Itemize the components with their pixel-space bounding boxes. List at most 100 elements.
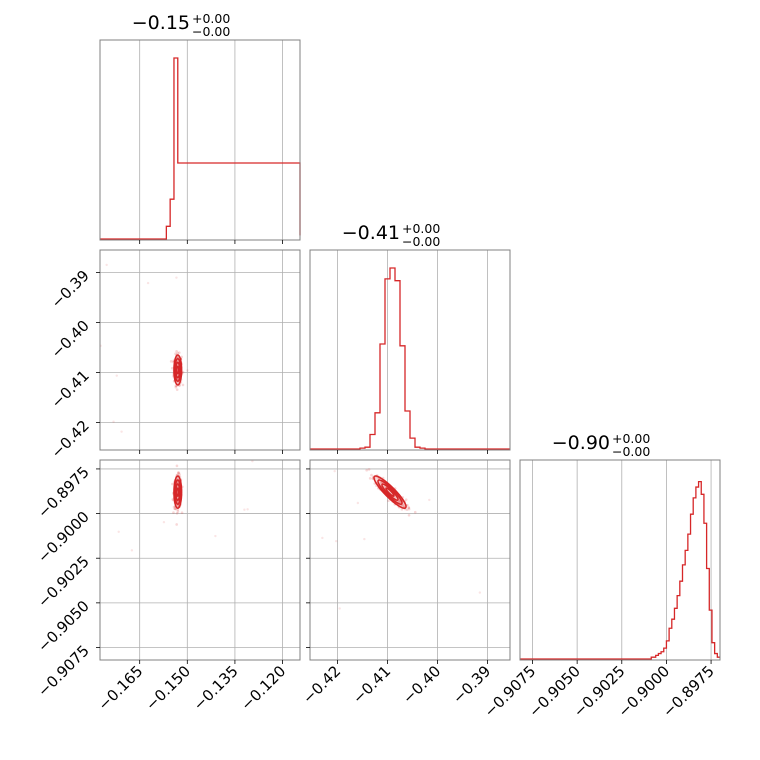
sample-point: [175, 349, 178, 353]
outlier-point: [478, 591, 482, 594]
sample-point: [169, 360, 173, 363]
outlier-point: [105, 263, 108, 267]
panel-frame: [99, 39, 301, 241]
sample-point: [176, 381, 180, 384]
histogram-panel-1: −0.41 +0.00−0.00: [309, 221, 511, 454]
x-tick-label: −0.42: [299, 662, 344, 707]
outlier-point: [112, 420, 115, 423]
outlier-point: [334, 539, 338, 543]
outlier-point: [321, 536, 324, 540]
sample-point: [370, 473, 373, 477]
y-tick-label: −0.41: [48, 367, 93, 412]
panel-title-minus: −0.00: [612, 444, 650, 459]
panel-title-minus: −0.00: [192, 24, 230, 39]
outlier-point: [251, 460, 254, 463]
x-tick-label: −0.135: [190, 662, 242, 714]
sample-point: [177, 471, 181, 475]
outlier-point: [338, 607, 341, 610]
sample-point: [175, 523, 178, 526]
outlier-point: [115, 374, 118, 377]
sample-point: [402, 503, 405, 506]
sample-point: [181, 370, 185, 374]
outlier-point: [363, 537, 366, 541]
panel-title-value: −0.41: [342, 222, 400, 244]
sample-point: [400, 508, 404, 511]
sample-point: [173, 507, 176, 511]
panel-frame: [309, 459, 511, 661]
contour-level: [176, 487, 180, 497]
panel-title-value: −0.15: [132, 12, 190, 34]
density-layer: [100, 263, 189, 433]
histogram-panel-2: −0.90 +0.00−0.00: [519, 431, 721, 664]
outlier-point: [117, 530, 120, 533]
density-panel-2-1: [306, 459, 511, 664]
density-layer: [321, 468, 482, 610]
sample-point: [387, 499, 390, 503]
panel-frame: [99, 459, 301, 661]
panel-frame: [519, 459, 721, 661]
histogram-step-line: [100, 57, 301, 240]
density-panel-2-0: [96, 459, 301, 664]
outlier-point: [214, 534, 217, 538]
sample-point: [171, 482, 174, 486]
histogram-step-line: [310, 267, 510, 450]
panel-title-value: −0.90: [552, 432, 610, 454]
contour-level: [385, 487, 395, 497]
sample-point: [171, 498, 175, 501]
sample-point: [172, 505, 176, 509]
sample-point: [406, 503, 409, 507]
outlier-point: [175, 276, 178, 279]
x-tick-label: −0.40: [399, 662, 444, 707]
contour-level: [176, 365, 180, 375]
density-layer: [117, 460, 254, 552]
panel-title-plus: +0.00: [612, 431, 650, 446]
sample-point: [173, 507, 177, 510]
sample-point: [407, 506, 411, 509]
tick-labels-layer: −0.165−0.150−0.135−0.120 −0.42 −0.41 −0.40−…: [34, 267, 718, 721]
outlier-point: [428, 498, 431, 502]
panel-frame: [99, 249, 301, 451]
panel-title-minus: −0.00: [402, 234, 440, 249]
outlier-point: [130, 549, 134, 552]
outlier-point: [186, 369, 189, 372]
sample-point: [176, 351, 179, 355]
outlier-point: [162, 520, 166, 524]
outlier-point: [120, 430, 123, 433]
sample-point: [174, 386, 178, 389]
sample-point: [402, 504, 406, 508]
sample-point: [407, 513, 411, 517]
sample-point: [367, 468, 371, 471]
sample-point: [405, 508, 409, 512]
y-tick-label: −0.39: [48, 267, 93, 312]
sample-point: [180, 511, 184, 515]
sample-point: [177, 471, 180, 474]
y-tick-label: −0.40: [48, 317, 93, 362]
y-tick-label: −0.42: [48, 417, 93, 462]
sample-point: [170, 366, 174, 370]
sample-point: [178, 473, 181, 476]
histogram-step-line: [520, 480, 720, 660]
outlier-point: [356, 501, 360, 505]
sample-point: [174, 352, 177, 356]
sample-point: [172, 511, 175, 514]
sample-point: [176, 510, 180, 513]
x-tick-label: −0.150: [142, 662, 194, 714]
sample-point: [178, 351, 181, 354]
sample-point: [368, 477, 372, 480]
sample-point: [175, 464, 179, 468]
histogram-panel-0: −0.15 +0.00−0.00: [99, 11, 301, 244]
sample-point: [177, 472, 180, 475]
panel-title-plus: +0.00: [192, 11, 230, 26]
density-panel-1-0: [96, 249, 301, 454]
x-tick-label: −0.120: [237, 662, 289, 714]
sample-point: [176, 508, 180, 512]
panels-layer: −0.15 +0.00−0.00−0.41 +0.00−0.00−0.90 +0.00…: [34, 11, 721, 721]
sample-point: [365, 468, 369, 472]
outlier-point: [333, 469, 336, 473]
outlier-point: [246, 508, 249, 511]
outlier-point: [243, 508, 246, 511]
sample-point: [175, 511, 179, 515]
panel-frame: [309, 249, 511, 451]
x-tick-label: −0.165: [95, 662, 147, 714]
